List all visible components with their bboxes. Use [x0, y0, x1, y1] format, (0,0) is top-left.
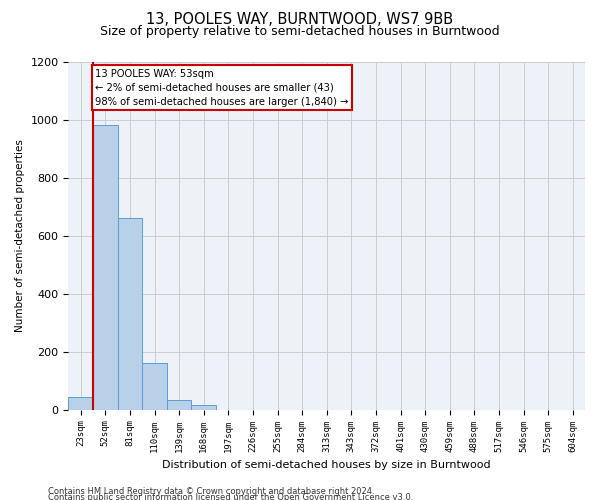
Bar	[93, 126, 118, 410]
Bar	[142, 364, 167, 410]
Text: Contains HM Land Registry data © Crown copyright and database right 2024.: Contains HM Land Registry data © Crown c…	[48, 487, 374, 496]
Text: Contains public sector information licensed under the Open Government Licence v3: Contains public sector information licen…	[48, 493, 413, 500]
Bar	[191, 406, 216, 409]
Text: 13 POOLES WAY: 53sqm
← 2% of semi-detached houses are smaller (43)
98% of semi-d: 13 POOLES WAY: 53sqm ← 2% of semi-detach…	[95, 69, 349, 107]
X-axis label: Distribution of semi-detached houses by size in Burntwood: Distribution of semi-detached houses by …	[163, 460, 491, 470]
Bar	[68, 397, 93, 409]
Text: Size of property relative to semi-detached houses in Burntwood: Size of property relative to semi-detach…	[100, 24, 500, 38]
Y-axis label: Number of semi-detached properties: Number of semi-detached properties	[15, 139, 25, 332]
Text: 13, POOLES WAY, BURNTWOOD, WS7 9BB: 13, POOLES WAY, BURNTWOOD, WS7 9BB	[146, 12, 454, 28]
Bar	[167, 400, 191, 409]
Bar	[118, 218, 142, 410]
